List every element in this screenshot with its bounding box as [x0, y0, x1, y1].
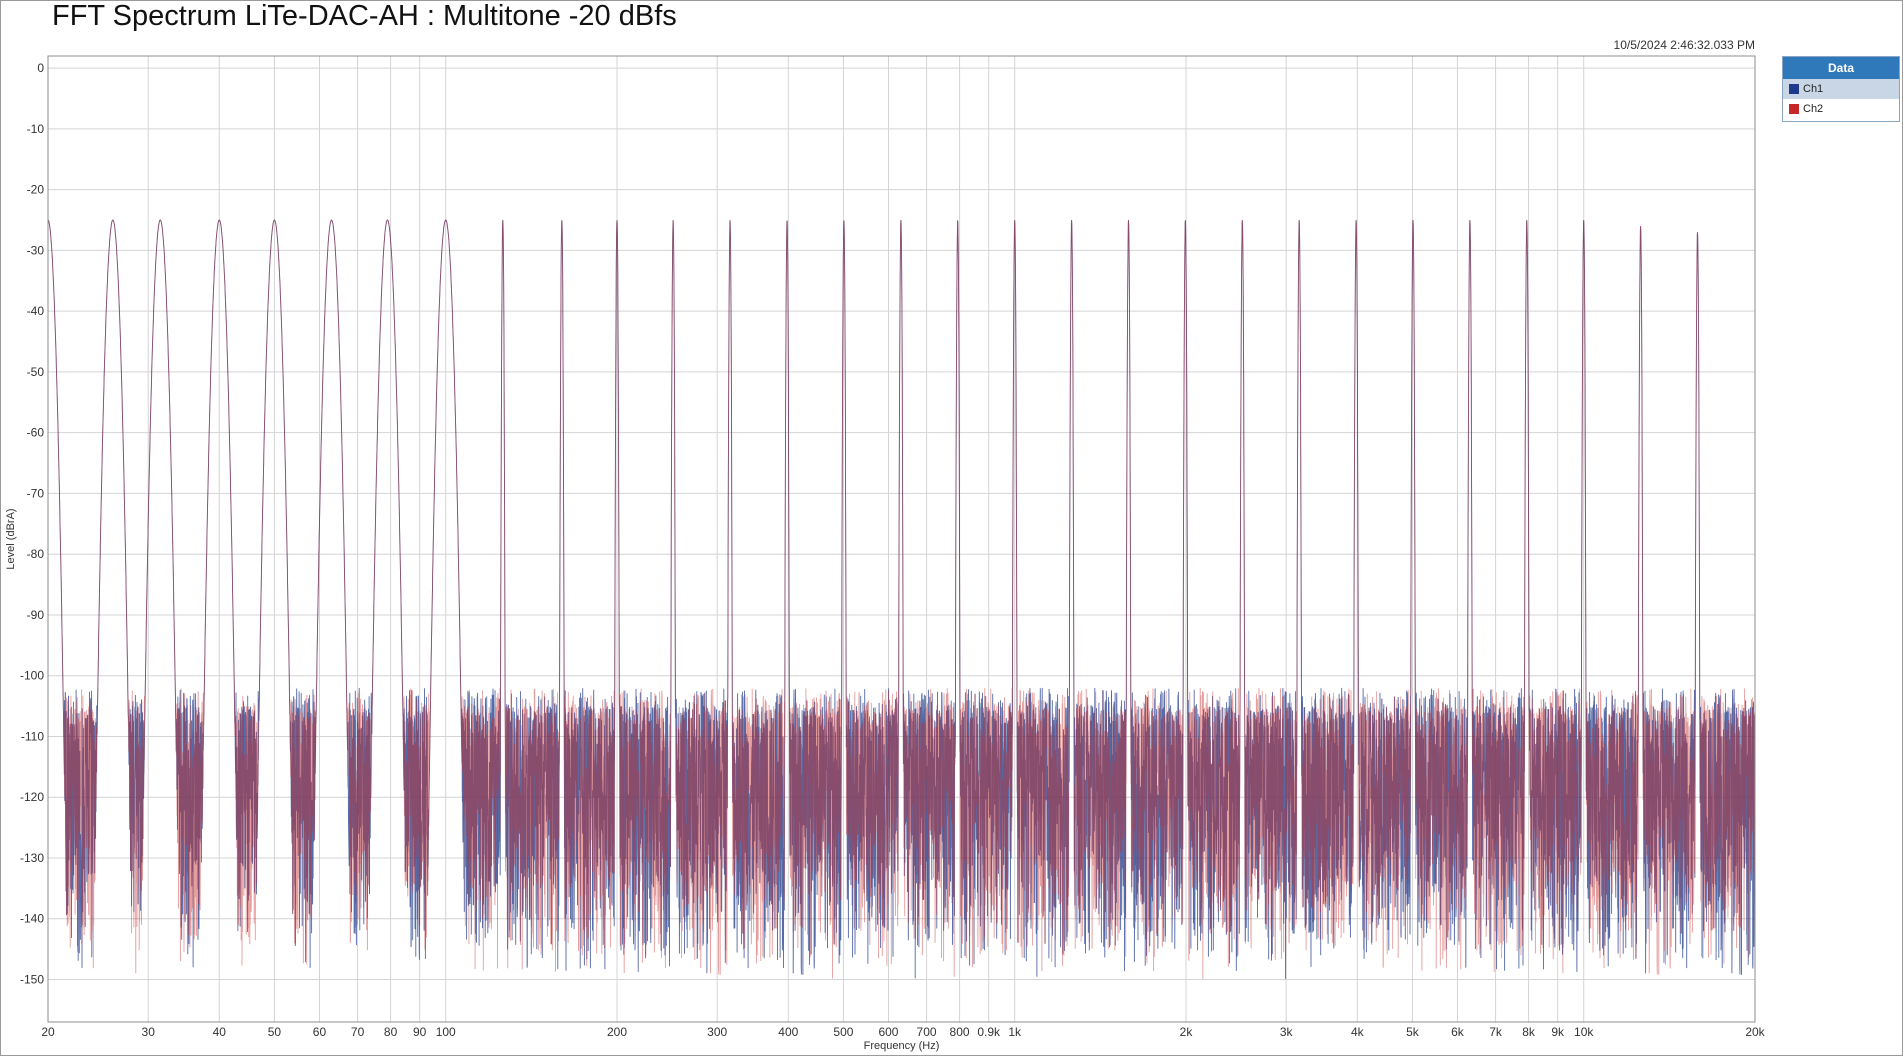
- x-tick-label: 400: [778, 1025, 798, 1039]
- x-tick-label: 800: [950, 1025, 970, 1039]
- trace-ch2: [47, 219, 1756, 980]
- x-tick-label: 700: [917, 1025, 937, 1039]
- x-tick-label: 8k: [1522, 1025, 1536, 1039]
- y-tick-label: -40: [27, 304, 45, 318]
- y-tick-label: -70: [27, 486, 45, 500]
- x-tick-label: 50: [268, 1025, 282, 1039]
- x-tick-label: 200: [607, 1025, 627, 1039]
- spectrum-traces: [47, 219, 1756, 980]
- x-tick-label: 10k: [1574, 1025, 1594, 1039]
- y-tick-label: -140: [20, 912, 44, 926]
- x-tick-label: 60: [313, 1025, 327, 1039]
- x-tick-label: 7k: [1489, 1025, 1503, 1039]
- legend-item-ch2[interactable]: Ch2: [1783, 99, 1899, 119]
- timestamp: 10/5/2024 2:46:32.033 PM: [1613, 38, 1755, 52]
- legend-item-ch1[interactable]: Ch1: [1783, 79, 1899, 99]
- y-tick-label: -60: [27, 426, 45, 440]
- x-tick-label: 6k: [1451, 1025, 1465, 1039]
- ch2-swatch-icon: [1789, 104, 1799, 114]
- plot-background: [48, 56, 1755, 1022]
- x-tick-label: 300: [707, 1025, 727, 1039]
- x-tick-labels: 20 30 40 50 60 70 80 90 100 200 300 400 500 600 700 800…: [41, 1025, 1765, 1039]
- y-tick-label: -30: [27, 243, 45, 257]
- x-tick-label: 70: [351, 1025, 365, 1039]
- x-tick-label: 80: [384, 1025, 398, 1039]
- y-tick-label: -10: [27, 122, 45, 136]
- y-tick-label: -50: [27, 365, 45, 379]
- x-tick-label: 600: [878, 1025, 898, 1039]
- plot-border: [47, 55, 1756, 1023]
- y-tick-label: -150: [20, 972, 44, 986]
- ch1-swatch-icon: [1789, 84, 1799, 94]
- x-tick-label: 2k: [1180, 1025, 1194, 1039]
- x-tick-label: 500: [833, 1025, 853, 1039]
- y-axis-label: Level (dBrA): [5, 508, 17, 569]
- y-tick-label: -20: [27, 183, 45, 197]
- x-tick-label: 4k: [1351, 1025, 1365, 1039]
- y-tick-label: -90: [27, 608, 45, 622]
- y-tick-label: -130: [20, 851, 44, 865]
- x-tick-label: 1k: [1008, 1025, 1022, 1039]
- x-tick-label: 40: [213, 1025, 227, 1039]
- legend-item-label: Ch2: [1803, 103, 1824, 115]
- x-tick-label: 0.9k: [977, 1025, 1001, 1039]
- x-tick-label: 20k: [1745, 1025, 1765, 1039]
- legend-header: Data: [1783, 57, 1899, 79]
- x-tick-label: 3k: [1280, 1025, 1294, 1039]
- y-tick-label: -110: [21, 729, 44, 743]
- x-tick-label: 9k: [1551, 1025, 1565, 1039]
- legend-item-label: Ch1: [1803, 83, 1824, 95]
- x-tick-label: 100: [436, 1025, 456, 1039]
- y-tick-label: 0: [37, 61, 44, 75]
- grid-lines: [47, 56, 1756, 1022]
- x-tick-label: 20: [41, 1025, 55, 1039]
- legend-panel: Data Ch1 Ch2: [1782, 56, 1900, 122]
- y-tick-label: -120: [20, 790, 44, 804]
- x-axis-label: Frequency (Hz): [864, 1040, 940, 1052]
- y-tick-labels: 0 -10 -20 -30 -40 -50 -60 -70 -80 -90 -100 -110 -120…: [20, 61, 44, 986]
- chart-title: FFT Spectrum LiTe-DAC-AH : Multitone -20…: [52, 0, 677, 32]
- x-tick-label: 30: [142, 1025, 156, 1039]
- y-tick-label: -80: [27, 547, 45, 561]
- x-tick-label: 5k: [1406, 1025, 1420, 1039]
- trace-ch1: [47, 219, 1756, 980]
- y-tick-label: -100: [20, 669, 44, 683]
- x-tick-label: 90: [413, 1025, 427, 1039]
